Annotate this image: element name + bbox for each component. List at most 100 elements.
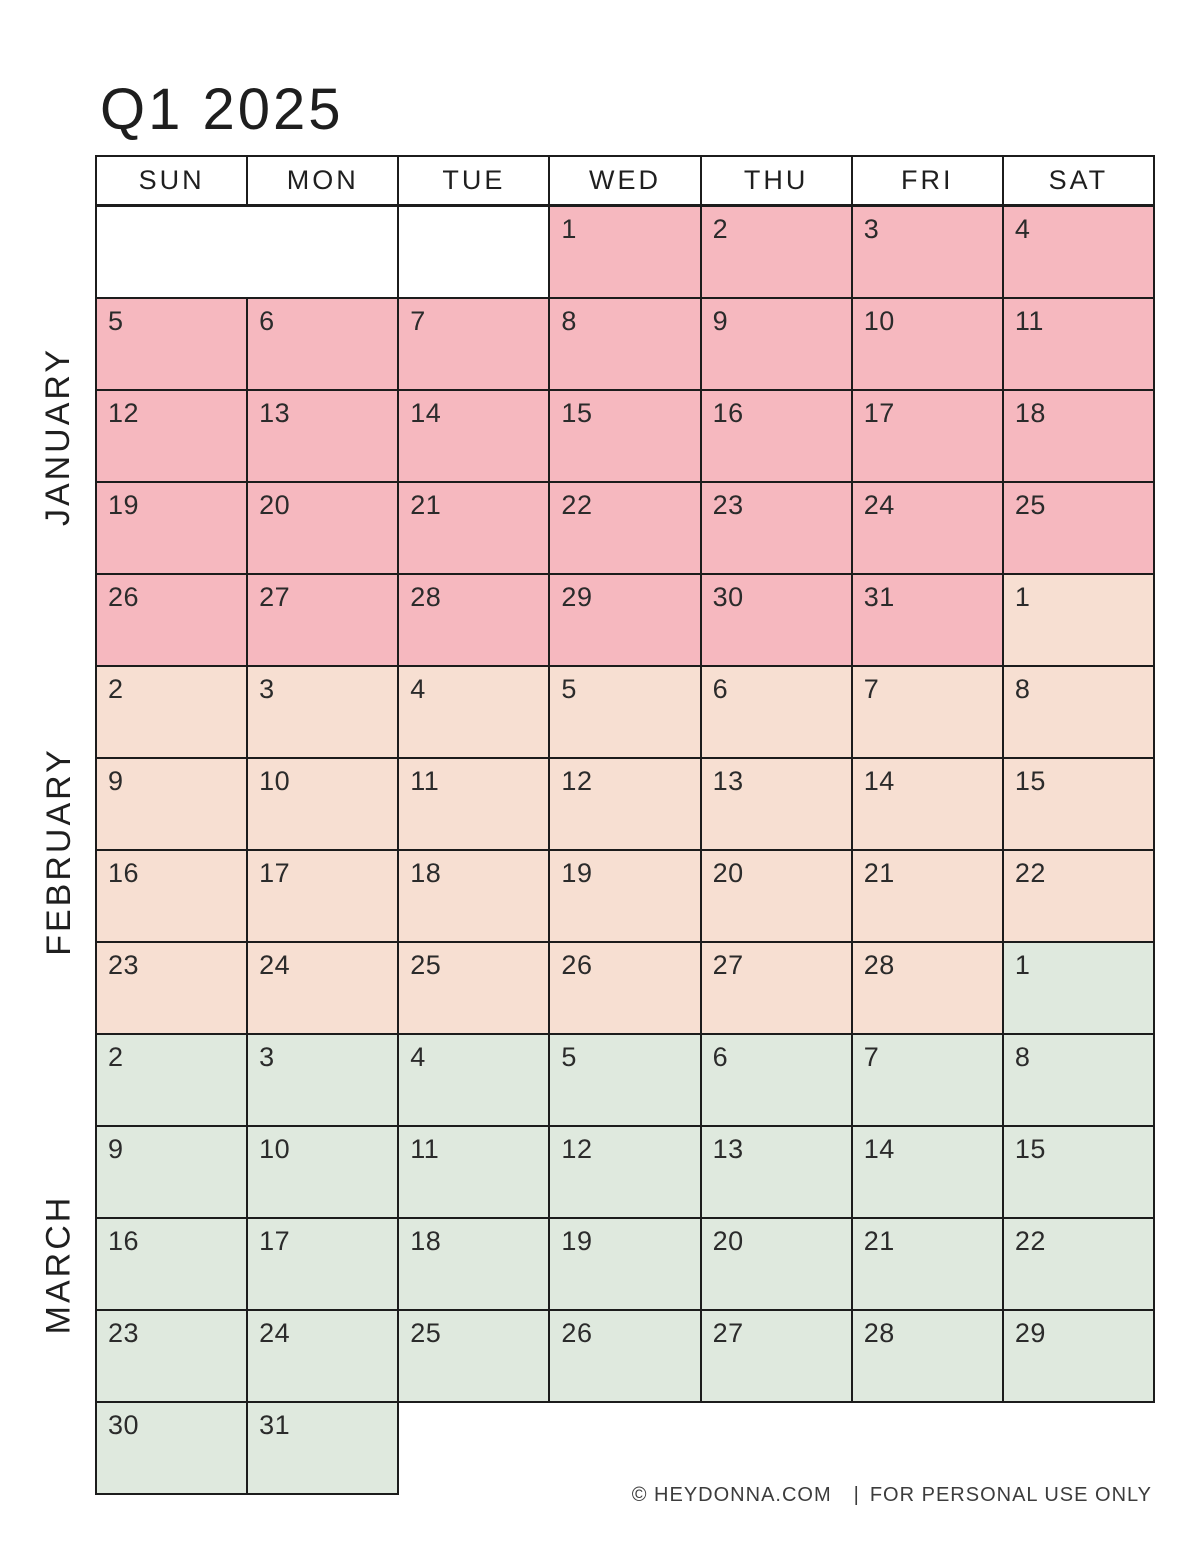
day-cell-february-18: 18 (399, 851, 551, 943)
footer-divider: | (853, 1484, 860, 1506)
day-cell-february-7: 7 (852, 667, 1004, 759)
day-cell-february-5: 5 (550, 667, 702, 759)
day-number: 9 (108, 1134, 124, 1164)
day-number: 16 (108, 858, 140, 888)
day-cell-march-7: 7 (852, 1035, 1004, 1127)
day-cell-january-29: 29 (550, 575, 702, 667)
day-number: 9 (108, 766, 124, 796)
day-cell-february-2: 2 (97, 667, 249, 759)
day-number: 14 (863, 1134, 895, 1164)
day-cell-february-4: 4 (399, 667, 551, 759)
day-number: 25 (410, 1318, 442, 1348)
day-number: 31 (259, 1410, 291, 1440)
day-number: 28 (863, 1318, 895, 1348)
day-cell-february-11: 11 (399, 759, 551, 851)
day-cell-january-30: 30 (701, 575, 853, 667)
day-number: 16 (712, 398, 744, 428)
day-number: 6 (712, 1042, 729, 1072)
day-cell-march-29: 29 (1003, 1311, 1155, 1403)
day-number: 17 (259, 858, 291, 888)
day-cell-march-30: 30 (97, 1403, 249, 1495)
day-cell-march-19: 19 (550, 1219, 702, 1311)
day-number: 3 (863, 214, 880, 244)
day-number: 1 (561, 214, 577, 244)
day-number: 2 (712, 214, 729, 244)
day-cell-february-14: 14 (852, 759, 1004, 851)
day-number: 13 (712, 1134, 744, 1164)
day-cell-january-16: 16 (701, 391, 853, 483)
day-number: 10 (259, 1134, 291, 1164)
day-cell-january-14: 14 (399, 391, 551, 483)
empty-cell (399, 207, 551, 299)
day-number: 27 (259, 582, 291, 612)
day-number: 19 (108, 490, 140, 520)
day-number: 20 (712, 858, 744, 888)
day-number: 8 (561, 306, 577, 336)
day-number: 22 (561, 490, 593, 520)
day-cell-march-14: 14 (852, 1127, 1004, 1219)
day-cell-march-4: 4 (399, 1035, 551, 1127)
day-cell-march-27: 27 (701, 1311, 853, 1403)
day-cell-march-8: 8 (1003, 1035, 1155, 1127)
day-cell-march-6: 6 (701, 1035, 853, 1127)
day-cell-march-20: 20 (701, 1219, 853, 1311)
day-cell-february-19: 19 (550, 851, 702, 943)
day-cell-january-7: 7 (399, 299, 551, 391)
day-number: 2 (108, 674, 124, 704)
day-number: 21 (410, 490, 442, 520)
day-cell-january-20: 20 (248, 483, 400, 575)
day-cell-february-24: 24 (248, 943, 400, 1035)
day-number: 26 (561, 1318, 593, 1348)
day-cell-march-26: 26 (550, 1311, 702, 1403)
day-number: 26 (561, 950, 593, 980)
day-cell-february-16: 16 (97, 851, 249, 943)
weekday-header-sun: SUN (97, 157, 249, 207)
day-number: 12 (108, 398, 140, 428)
day-number: 13 (259, 398, 291, 428)
day-number: 11 (410, 1134, 440, 1164)
day-number: 4 (410, 1042, 426, 1072)
day-number: 10 (259, 766, 291, 796)
day-cell-march-1: 1 (1003, 943, 1155, 1035)
day-cell-january-28: 28 (399, 575, 551, 667)
day-number: 15 (561, 398, 593, 428)
day-cell-march-11: 11 (399, 1127, 551, 1219)
day-number: 8 (1014, 674, 1031, 704)
day-number: 23 (108, 950, 140, 980)
day-number: 5 (561, 674, 577, 704)
day-cell-february-6: 6 (701, 667, 853, 759)
day-cell-march-15: 15 (1003, 1127, 1155, 1219)
day-number: 25 (1014, 490, 1046, 520)
day-cell-february-13: 13 (701, 759, 853, 851)
weekday-header-thu: THU (701, 157, 853, 207)
day-cell-january-4: 4 (1003, 207, 1155, 299)
day-cell-february-12: 12 (550, 759, 702, 851)
day-number: 20 (712, 1226, 744, 1256)
day-cell-january-27: 27 (248, 575, 400, 667)
day-cell-march-3: 3 (248, 1035, 400, 1127)
day-number: 5 (108, 306, 124, 336)
day-cell-march-13: 13 (701, 1127, 853, 1219)
day-cell-january-22: 22 (550, 483, 702, 575)
day-number: 6 (259, 306, 275, 336)
weekday-header-tue: TUE (399, 157, 551, 207)
day-cell-february-22: 22 (1003, 851, 1155, 943)
day-number: 3 (259, 674, 275, 704)
day-cell-february-20: 20 (701, 851, 853, 943)
day-number: 19 (561, 858, 593, 888)
day-number: 19 (561, 1226, 593, 1256)
day-cell-march-10: 10 (248, 1127, 400, 1219)
day-number: 8 (1014, 1042, 1031, 1072)
void-cell (702, 1403, 853, 1495)
day-cell-february-1: 1 (1003, 575, 1155, 667)
day-cell-january-18: 18 (1003, 391, 1155, 483)
weekday-header-sat: SAT (1003, 157, 1155, 207)
day-number: 30 (108, 1410, 140, 1440)
day-number: 4 (1014, 214, 1031, 244)
day-cell-february-21: 21 (852, 851, 1004, 943)
day-number: 26 (108, 582, 140, 612)
void-cell (399, 1403, 550, 1495)
day-number: 7 (863, 674, 880, 704)
day-number: 7 (410, 306, 426, 336)
footer-copyright: © HEYDONNA.COM (631, 1484, 832, 1506)
